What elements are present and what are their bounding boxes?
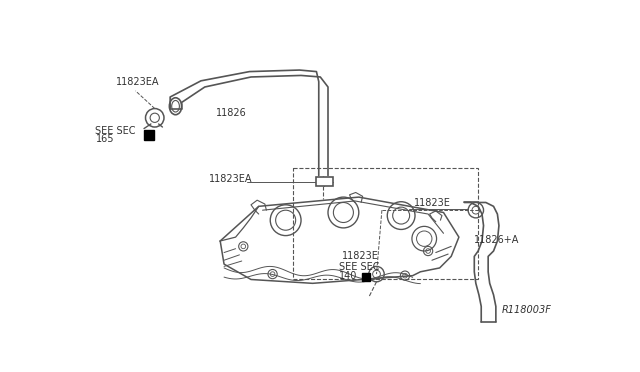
Text: R118003F: R118003F [501,305,551,315]
Text: 11823E: 11823E [342,251,379,262]
FancyBboxPatch shape [316,177,333,186]
Text: 11823EA: 11823EA [116,77,160,87]
Text: 140: 140 [339,271,357,281]
Text: 11823EA: 11823EA [209,174,252,184]
Text: SEE SEC: SEE SEC [339,262,380,272]
Text: 165: 165 [95,134,114,144]
Text: 11823E: 11823E [414,198,451,208]
Text: 11826+A: 11826+A [474,235,520,245]
Bar [293,168,478,279]
Text: 11826: 11826 [216,108,247,118]
Text: SEE SEC: SEE SEC [95,126,136,136]
